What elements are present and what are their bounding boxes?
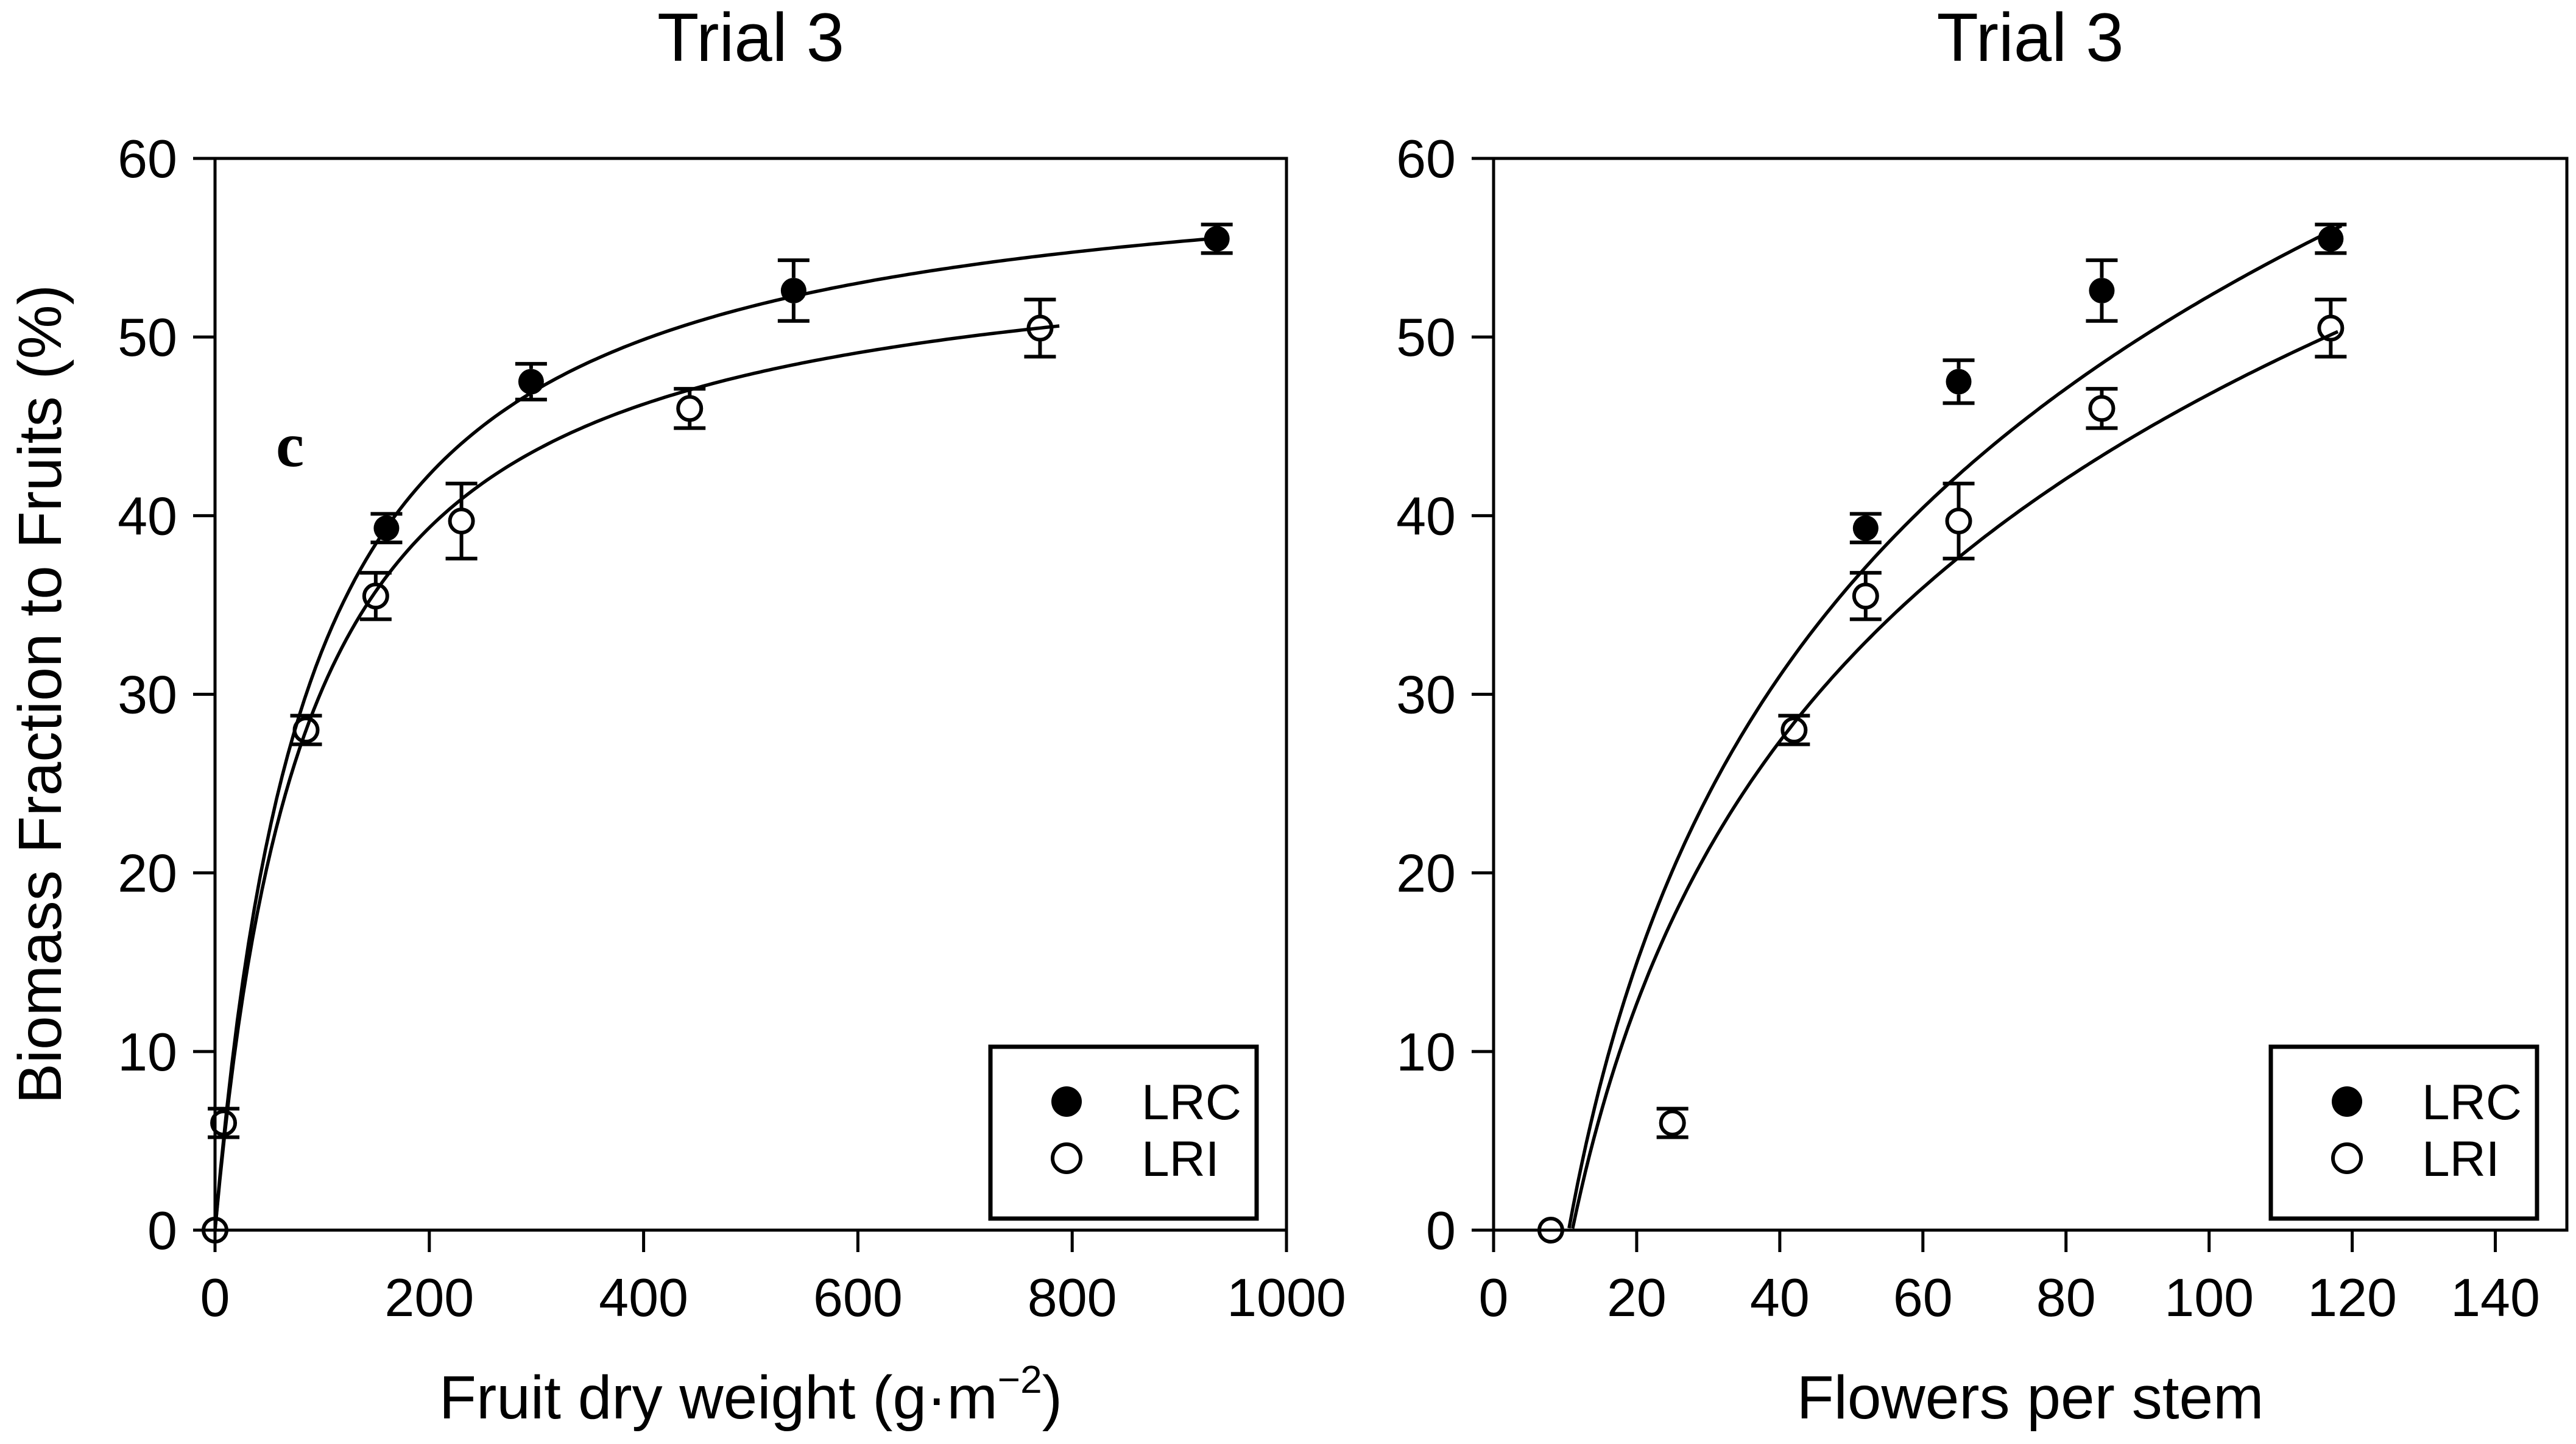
fit-curve-lrc bbox=[1567, 224, 2343, 1229]
y-tick-label: 60 bbox=[118, 129, 177, 189]
x-tick-label: 100 bbox=[2164, 1267, 2254, 1328]
panel-title: Trial 3 bbox=[657, 0, 844, 76]
y-tick-label: 20 bbox=[118, 843, 177, 904]
panel-right: 0 20 40 60 80 100 120 140 0 10 20 30 40 50 60 Trial 3 Fl… bbox=[1396, 0, 2569, 1432]
data-point-open-circle bbox=[202, 1217, 228, 1244]
legend-label: LRC bbox=[1142, 1075, 1241, 1130]
data-point-open-circle bbox=[362, 582, 389, 610]
y-tick-label: 40 bbox=[1396, 486, 1456, 546]
data-point-open-circle bbox=[1780, 717, 1808, 744]
x-tick-label: 140 bbox=[2451, 1267, 2540, 1328]
x-tick-label: 600 bbox=[813, 1267, 903, 1328]
x-tick-label: 20 bbox=[1607, 1267, 1667, 1328]
x-tick-label: 120 bbox=[2307, 1267, 2397, 1328]
panel-title: Trial 3 bbox=[1936, 0, 2123, 76]
y-tick-label: 30 bbox=[1396, 665, 1456, 725]
y-tick-label: 20 bbox=[1396, 843, 1456, 904]
y-tick-label: 60 bbox=[1396, 129, 1456, 189]
data-point-filled-circle bbox=[780, 277, 806, 303]
y-tick-label: 10 bbox=[118, 1022, 177, 1082]
data-point-filled-circle bbox=[1204, 225, 1230, 252]
x-tick-label: 40 bbox=[1750, 1267, 1810, 1328]
x-tick-label: 0 bbox=[200, 1267, 230, 1328]
panel-left: 0 200 400 600 800 1000 0 10 20 30 40 50 60 Trial 3 c Fr… bbox=[6, 0, 1346, 1432]
legend-box bbox=[2268, 1044, 2539, 1221]
data-point-open-circle bbox=[292, 717, 320, 744]
legend-box bbox=[988, 1044, 1259, 1221]
fit-curve-lri bbox=[1571, 330, 2339, 1229]
data-point-filled-circle bbox=[518, 369, 544, 395]
legend-label: LRC bbox=[2422, 1075, 2522, 1130]
data-point-open-circle bbox=[448, 508, 475, 535]
series-lrc bbox=[1849, 222, 2347, 545]
data-point-filled-circle bbox=[1852, 515, 1879, 541]
data-point-open-circle bbox=[1945, 508, 1972, 535]
legend-filled-circle-icon bbox=[2332, 1086, 2362, 1117]
data-point-filled-circle bbox=[373, 515, 400, 541]
data-point-open-circle bbox=[2317, 314, 2345, 342]
x-tick-label: 60 bbox=[1893, 1267, 1953, 1328]
series-lri bbox=[1537, 297, 2347, 1244]
x-tick-label: 200 bbox=[384, 1267, 474, 1328]
y-tick-label: 50 bbox=[1396, 307, 1456, 367]
y-tick-label: 0 bbox=[147, 1200, 177, 1261]
data-point-open-circle bbox=[1537, 1217, 1564, 1244]
x-tick-label: 1000 bbox=[1227, 1267, 1346, 1328]
y-axis-label: Biomass Fraction to Fruits (%) bbox=[6, 285, 74, 1104]
x-axis-label: Flowers per stem bbox=[1797, 1364, 2264, 1432]
x-tick-label: 0 bbox=[1479, 1267, 1509, 1328]
y-tick-label: 10 bbox=[1396, 1022, 1456, 1082]
y-tick-label: 40 bbox=[118, 486, 177, 546]
panel-letter-label: c bbox=[276, 410, 304, 480]
legend-label: LRI bbox=[1142, 1131, 1219, 1187]
data-point-filled-circle bbox=[2089, 277, 2115, 303]
y-tick-label: 0 bbox=[1426, 1200, 1456, 1261]
series-lrc bbox=[370, 222, 1233, 545]
legend-label: LRI bbox=[2422, 1131, 2500, 1187]
data-point-open-circle bbox=[210, 1110, 238, 1137]
legend-open-circle-icon bbox=[2331, 1142, 2363, 1174]
data-point-filled-circle bbox=[1946, 369, 1972, 395]
data-point-open-circle bbox=[1852, 582, 1879, 610]
x-axis-label: Fruit dry weight (g·m−2) bbox=[439, 1357, 1062, 1432]
legend-filled-circle-icon bbox=[1051, 1086, 1082, 1117]
series-lri bbox=[202, 297, 1056, 1244]
legend-open-circle-icon bbox=[1051, 1142, 1082, 1174]
y-tick-label: 30 bbox=[118, 665, 177, 725]
data-point-open-circle bbox=[1026, 314, 1054, 342]
x-tick-label: 800 bbox=[1028, 1267, 1117, 1328]
fit-curve-lri bbox=[213, 324, 1060, 1231]
x-tick-label: 80 bbox=[2036, 1267, 2096, 1328]
data-point-filled-circle bbox=[2318, 225, 2344, 252]
y-tick-label: 50 bbox=[118, 307, 177, 367]
x-tick-label: 400 bbox=[599, 1267, 688, 1328]
data-point-open-circle bbox=[1659, 1110, 1686, 1137]
data-point-open-circle bbox=[676, 395, 704, 422]
data-point-open-circle bbox=[2088, 395, 2115, 422]
